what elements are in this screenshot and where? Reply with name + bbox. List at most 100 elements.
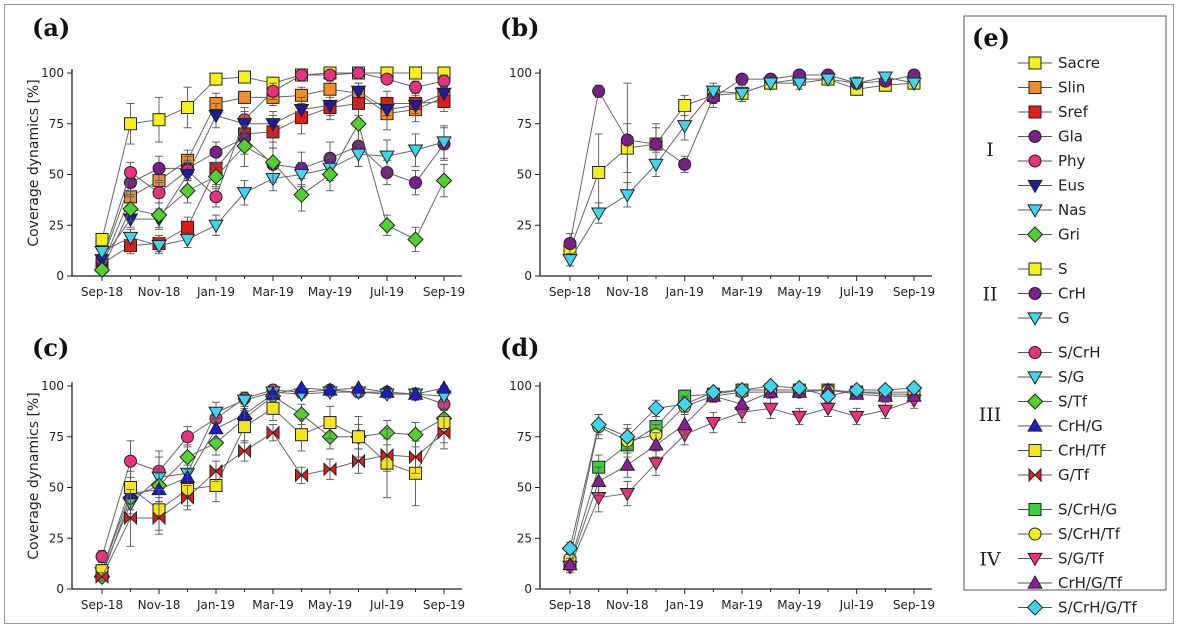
data-point: [179, 233, 196, 248]
legend-marker-s-tf: [1026, 393, 1044, 410]
legend-marker-g: [1027, 312, 1043, 326]
x-tick-label-a: Nov-18: [138, 285, 181, 299]
data-point: [733, 381, 751, 399]
data-point: [238, 420, 251, 434]
data-point: [95, 232, 109, 246]
data-point: [409, 176, 422, 190]
y-tick-label-d: 75: [517, 430, 532, 444]
data-point: [295, 468, 308, 483]
data-point: [94, 246, 110, 260]
y-tick-label-a: 75: [49, 117, 64, 131]
legend-marker-crh: [1028, 287, 1042, 300]
legend-label-slin: Slin: [1058, 79, 1085, 97]
legend-label-s-g: S/G: [1058, 368, 1084, 386]
data-point: [619, 428, 636, 445]
legend-label-phy: Phy: [1058, 152, 1086, 170]
data-point: [380, 447, 394, 463]
legend-label-s-crh-tf: S/CrH/Tf: [1058, 525, 1121, 543]
y-tick-label-d: 25: [517, 531, 532, 545]
data-point: [705, 383, 722, 401]
x-tick-label-c: Sep-18: [81, 598, 123, 612]
x-tick-label-d: Jan-19: [665, 598, 704, 612]
legend-marker-s-g: [1027, 371, 1043, 385]
data-point: [734, 396, 750, 410]
data-point: [379, 384, 395, 398]
legend-marker-g-tf: [1028, 467, 1042, 483]
legend-marker-s-crh: [1028, 346, 1042, 359]
legend-label-g-tf: G/Tf: [1058, 466, 1090, 484]
data-point: [378, 217, 396, 234]
series-line: [569, 76, 915, 261]
data-point: [122, 231, 139, 246]
legend-label-s-crh-g: S/CrH/G: [1058, 501, 1117, 519]
legend-group-label-ii: II: [982, 284, 997, 306]
data-point: [905, 379, 923, 397]
data-point: [877, 381, 894, 399]
data-point: [93, 261, 111, 279]
data-point: [791, 410, 808, 425]
data-point: [592, 84, 606, 98]
data-point: [322, 99, 338, 114]
x-tick-label-c: Nov-18: [138, 598, 181, 612]
data-point: [208, 420, 224, 435]
y-tick-label-c: 50: [49, 481, 64, 495]
data-point: [352, 453, 365, 469]
data-point: [295, 428, 308, 442]
data-point: [791, 379, 808, 397]
y-tick-label-a: 0: [56, 269, 64, 283]
data-point: [619, 457, 636, 471]
data-point: [352, 66, 365, 80]
data-point: [409, 80, 422, 94]
legend-marker-sref: [1028, 105, 1042, 119]
legend-panel-label: (e): [972, 23, 1010, 52]
data-point: [124, 510, 137, 526]
legend-marker-eus: [1027, 179, 1043, 194]
data-point: [590, 473, 607, 488]
legend-label-s-tf: S/Tf: [1058, 393, 1088, 411]
series-a-nas: [94, 125, 452, 260]
legend-group-label-i: I: [986, 139, 994, 161]
legend-marker-gla: [1028, 130, 1042, 143]
series-d-s-g-tf: [562, 391, 922, 575]
y-tick-label-b: 50: [517, 168, 532, 182]
data-point: [620, 133, 634, 147]
panel-d-plot: 0 25 50 75 100 Sep-18 Nov-18 Jan-19 Mar-19 May-19…: [509, 377, 935, 612]
data-point: [321, 166, 339, 183]
data-point: [590, 416, 607, 433]
legend-label-crh-g: CrH/G: [1058, 417, 1103, 435]
legend-label-crh-tf: CrH/Tf: [1058, 442, 1106, 460]
x-tick-label-d: Jul-19: [839, 598, 874, 612]
data-point: [264, 154, 282, 171]
data-point: [563, 237, 577, 251]
y-tick-label-c: 0: [56, 582, 64, 596]
data-point: [407, 386, 424, 400]
legend-marker-phy: [1028, 154, 1042, 168]
y-tick-label-c: 75: [49, 430, 64, 444]
data-point: [95, 569, 109, 585]
panel-label-b: (b): [500, 13, 540, 42]
legend-label-s: S: [1058, 260, 1068, 278]
data-point: [209, 72, 223, 86]
data-point: [379, 103, 395, 118]
x-tick-label-c: Jul-19: [369, 598, 404, 612]
x-tick-label-b: Mar-19: [721, 285, 762, 299]
x-tick-label-c: Sep-19: [423, 598, 465, 612]
x-tick-label-c: Jan-19: [196, 598, 235, 612]
data-point: [236, 137, 253, 155]
data-point: [762, 402, 779, 417]
x-tick-label-a: May-19: [308, 285, 352, 299]
data-point: [236, 118, 253, 132]
panel-label-c: (c): [32, 333, 69, 362]
legend-marker-crh-g-tf: [1027, 575, 1043, 589]
series-c-crh-tf: [95, 395, 451, 578]
legend-label-nas: Nas: [1058, 201, 1086, 219]
data-point: [152, 113, 166, 127]
data-point: [906, 77, 922, 92]
data-point: [735, 72, 749, 86]
legend: Sacre Slin Sref Gla Phy Eus Nas Gri I S CrH G II S/Cr…: [979, 54, 1138, 617]
y-tick-label-b: 25: [517, 218, 532, 232]
data-point: [435, 172, 453, 189]
series-line: [569, 78, 915, 250]
legend-marker-crh-tf: [1028, 444, 1042, 457]
panel-label-a: (a): [32, 13, 70, 42]
